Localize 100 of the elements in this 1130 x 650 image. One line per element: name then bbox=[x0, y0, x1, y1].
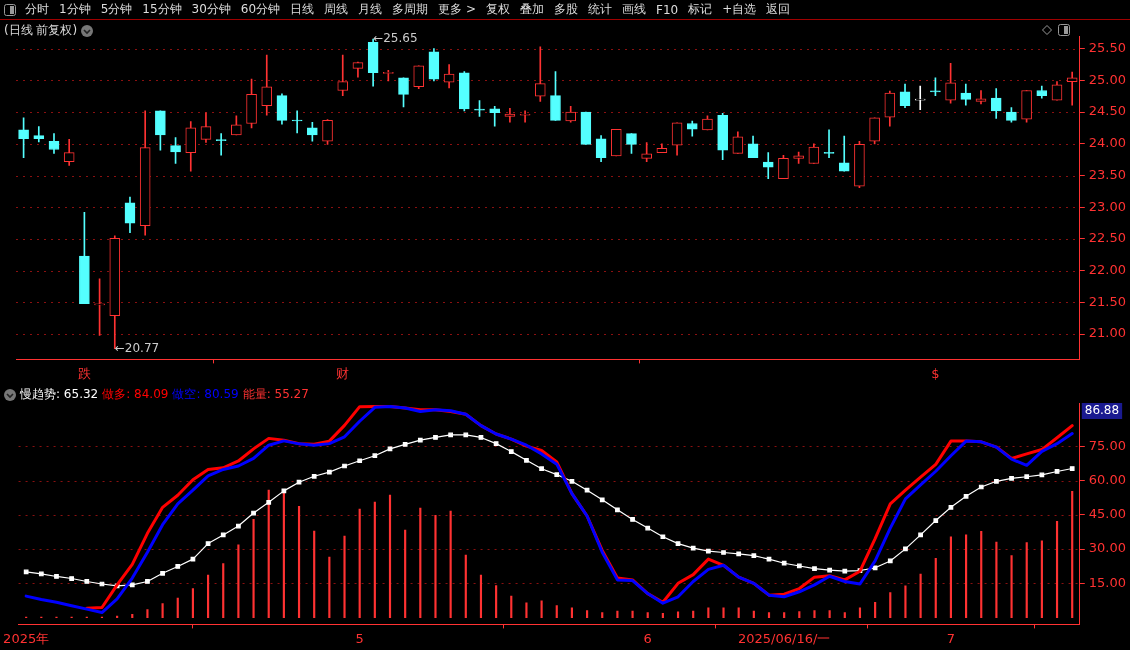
bar bbox=[843, 612, 846, 618]
candlestick bbox=[291, 110, 303, 134]
text: 分时 bbox=[24, 1, 50, 18]
bar bbox=[813, 610, 816, 618]
bar bbox=[207, 574, 210, 618]
bar bbox=[358, 508, 361, 618]
y-tick-label: 22.00 bbox=[1088, 262, 1126, 277]
bar bbox=[161, 603, 164, 618]
candlestick bbox=[33, 126, 45, 143]
bar bbox=[131, 614, 134, 618]
bar bbox=[237, 544, 240, 618]
bar bbox=[1040, 540, 1043, 618]
bar bbox=[328, 556, 331, 618]
y-tick-label: 15.00 bbox=[1088, 574, 1126, 590]
bar bbox=[313, 530, 316, 618]
bar bbox=[434, 514, 437, 618]
text: 能量: 55.27 bbox=[242, 386, 309, 403]
y-tick-label: 30.00 bbox=[1088, 540, 1126, 556]
bar bbox=[889, 592, 892, 618]
bar bbox=[798, 611, 801, 618]
text: 复权 bbox=[485, 1, 511, 18]
bar bbox=[934, 557, 937, 618]
text: 返回 bbox=[765, 1, 792, 18]
annotation: ←25.65 bbox=[373, 31, 418, 46]
bar bbox=[222, 563, 225, 618]
text: 60分钟 bbox=[239, 1, 282, 18]
bar bbox=[737, 607, 740, 618]
candlestick bbox=[641, 142, 652, 162]
bar bbox=[479, 574, 483, 618]
y-tick-label: 24.00 bbox=[1088, 135, 1126, 151]
text: 更多 > bbox=[437, 1, 477, 18]
bar bbox=[419, 507, 422, 618]
x-tick-label: 财 bbox=[336, 365, 350, 381]
bar bbox=[995, 541, 998, 618]
bar bbox=[570, 607, 573, 618]
bar bbox=[616, 610, 619, 618]
bar bbox=[783, 612, 786, 618]
x-tick-label: 跌 bbox=[77, 365, 91, 381]
bar bbox=[722, 607, 725, 618]
x-tick-label: $ bbox=[931, 365, 940, 381]
bar bbox=[646, 612, 649, 618]
bar bbox=[1010, 555, 1013, 618]
y-tick-label: 25.00 bbox=[1088, 71, 1126, 87]
bar bbox=[661, 612, 664, 618]
y-tick-label: 75.00 bbox=[1088, 437, 1126, 453]
text: 标记 bbox=[687, 1, 714, 18]
bar bbox=[404, 529, 407, 618]
candlestick bbox=[762, 152, 774, 180]
bar bbox=[965, 534, 968, 618]
y-tick-label: 60.00 bbox=[1088, 471, 1126, 487]
text: 多周期 bbox=[391, 1, 430, 18]
bar bbox=[525, 602, 528, 618]
text: 15分钟 bbox=[141, 1, 183, 18]
text: +自选 bbox=[721, 1, 758, 18]
text: 周线 bbox=[323, 1, 350, 18]
bar bbox=[858, 607, 862, 618]
bar bbox=[828, 610, 831, 618]
bar bbox=[586, 610, 589, 618]
text: F10 bbox=[655, 2, 680, 17]
text: 多股 bbox=[553, 1, 579, 18]
text: 叠加 bbox=[519, 1, 545, 18]
bar bbox=[949, 536, 952, 618]
bar bbox=[176, 597, 179, 618]
text: 做多: 84.09 bbox=[102, 386, 169, 403]
bar bbox=[297, 506, 301, 618]
bar bbox=[191, 588, 194, 618]
text: 日线 bbox=[289, 1, 316, 18]
annotation: ←20.77 bbox=[114, 340, 160, 355]
bar bbox=[555, 605, 558, 618]
bar bbox=[495, 585, 498, 618]
bar bbox=[540, 600, 543, 618]
bar bbox=[767, 612, 771, 618]
text: 30分钟 bbox=[190, 1, 232, 18]
text: 统计 bbox=[587, 1, 613, 18]
y-tick-label: 21.50 bbox=[1088, 293, 1126, 309]
bar bbox=[116, 615, 119, 618]
x-tick-label: 6 bbox=[643, 630, 652, 646]
bar bbox=[464, 554, 467, 618]
y-tick-label: 23.50 bbox=[1088, 166, 1126, 182]
bar bbox=[343, 535, 346, 618]
bar bbox=[904, 585, 907, 618]
y-tick-label: 45.00 bbox=[1088, 506, 1126, 522]
bar bbox=[980, 530, 983, 618]
text: 5分钟 bbox=[99, 1, 134, 18]
bar bbox=[601, 612, 604, 618]
bar bbox=[874, 601, 877, 618]
candlestick bbox=[914, 85, 926, 110]
bar bbox=[510, 595, 513, 618]
y-tick-label: 24.50 bbox=[1088, 103, 1126, 119]
candlestick bbox=[823, 129, 835, 159]
x-tick-label: 2025/06/16/一 bbox=[738, 630, 831, 646]
bar bbox=[707, 607, 710, 618]
bar bbox=[1025, 542, 1028, 618]
text: 做空: 80.59 bbox=[172, 386, 239, 403]
text: 画线 bbox=[621, 1, 647, 18]
bar bbox=[388, 494, 392, 618]
x-tick-label: 7 bbox=[946, 630, 956, 646]
bar bbox=[146, 609, 149, 618]
bar bbox=[631, 610, 634, 618]
bar bbox=[752, 610, 755, 618]
